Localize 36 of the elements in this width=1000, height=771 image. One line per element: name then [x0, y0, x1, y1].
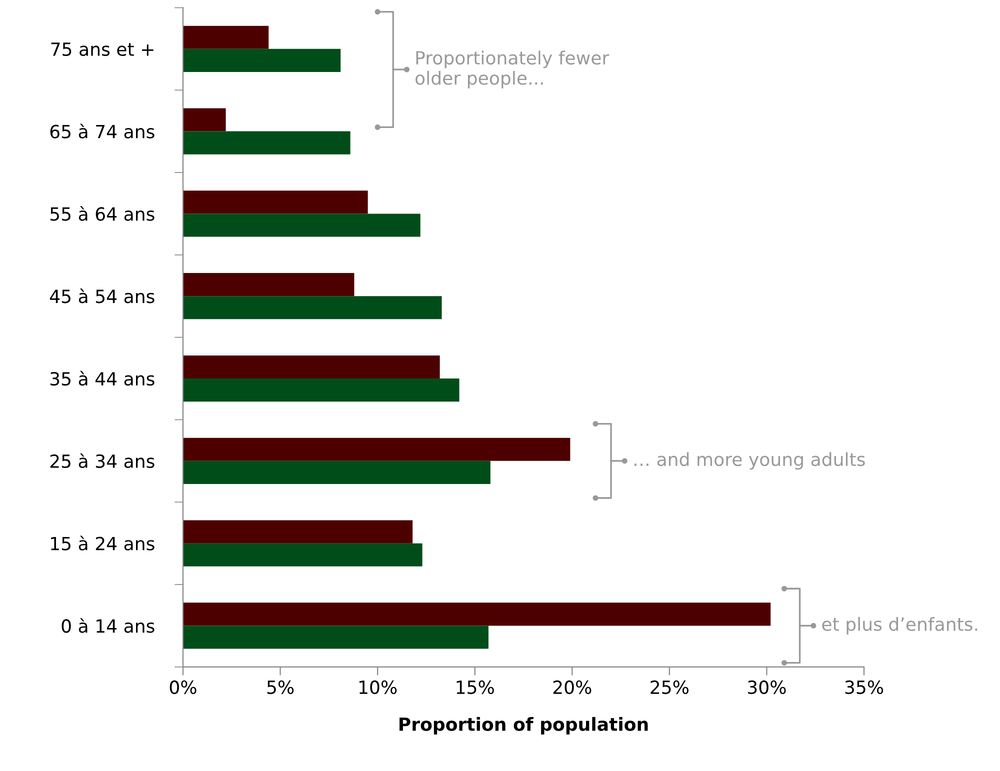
bar	[183, 438, 570, 461]
bar	[183, 355, 440, 379]
x-tick-label: 0%	[170, 680, 196, 694]
y-tick-label: 0 à 14 ans	[62, 618, 154, 633]
x-tick-label: 5%	[267, 680, 294, 694]
x-tick-label: 35%	[845, 680, 884, 694]
y-tick-label: 55 à 64 ans	[50, 206, 154, 221]
bar	[183, 626, 488, 649]
bar	[183, 214, 420, 237]
y-tick-label: 75 ans et +	[51, 42, 154, 56]
x-tick-label: 20%	[553, 680, 592, 694]
annotation: Proportionately fewer older people...	[416, 50, 610, 88]
x-tick-label: 25%	[650, 680, 688, 694]
bar	[183, 26, 269, 49]
y-tick-label: 35 à 44 ans	[50, 370, 154, 386]
bar	[183, 108, 226, 132]
y-tick-label: 45 à 54 ans	[50, 288, 154, 304]
bar	[183, 131, 350, 154]
x-axis-title: Proportion of population	[400, 717, 648, 735]
annotation: et plus d’enfants.	[822, 616, 978, 634]
bar	[183, 543, 422, 566]
bar	[183, 296, 442, 320]
bar	[183, 602, 771, 626]
bar	[183, 273, 354, 296]
annotation: … and more young adults	[634, 452, 865, 470]
bar	[183, 460, 490, 484]
y-tick-label: 65 à 74 ans	[50, 124, 154, 138]
x-tick-label: 30%	[748, 680, 786, 694]
x-tick-label: 10%	[359, 680, 397, 694]
y-tick-label: 25 à 34 ans	[50, 453, 154, 468]
x-tick-label: 15%	[456, 680, 494, 694]
y-tick-label: 15 à 24 ans	[51, 536, 154, 550]
bar	[183, 378, 460, 402]
bar	[183, 48, 341, 72]
bar	[183, 520, 413, 544]
bar	[183, 190, 368, 214]
